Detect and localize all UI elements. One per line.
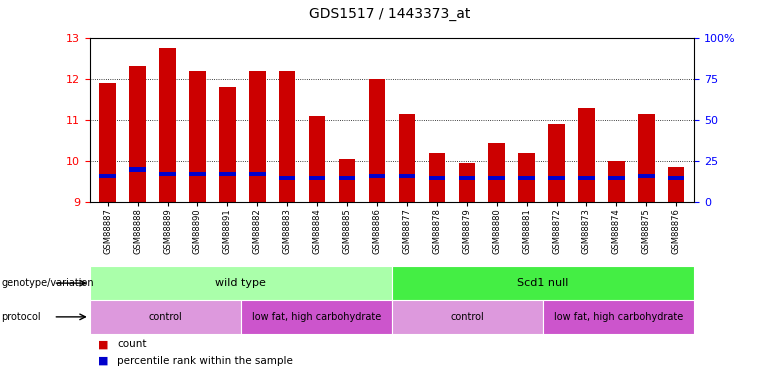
Bar bbox=[219, 172, 236, 176]
Text: percentile rank within the sample: percentile rank within the sample bbox=[117, 356, 292, 366]
Text: Scd1 null: Scd1 null bbox=[517, 278, 569, 288]
Bar bbox=[241, 300, 392, 334]
Bar bbox=[369, 79, 385, 203]
Bar bbox=[369, 174, 385, 178]
Bar bbox=[90, 300, 241, 334]
Bar bbox=[638, 174, 654, 178]
Bar bbox=[249, 172, 265, 176]
Bar bbox=[519, 176, 535, 180]
Bar bbox=[488, 176, 505, 180]
Bar bbox=[608, 161, 625, 202]
Text: low fat, high carbohydrate: low fat, high carbohydrate bbox=[252, 312, 381, 322]
Text: protocol: protocol bbox=[2, 312, 41, 322]
Bar bbox=[488, 143, 505, 202]
Bar bbox=[428, 153, 445, 203]
Bar bbox=[548, 176, 565, 180]
Bar bbox=[519, 153, 535, 203]
Bar bbox=[279, 176, 296, 180]
Bar bbox=[159, 48, 176, 202]
Bar bbox=[90, 266, 392, 300]
Bar bbox=[548, 124, 565, 202]
Bar bbox=[638, 114, 654, 202]
Text: control: control bbox=[451, 312, 484, 322]
Bar bbox=[190, 70, 206, 202]
Bar bbox=[399, 174, 415, 178]
Text: ■: ■ bbox=[98, 339, 108, 349]
Bar bbox=[578, 108, 594, 202]
Bar bbox=[129, 66, 146, 203]
Text: ■: ■ bbox=[98, 356, 108, 366]
Bar bbox=[159, 172, 176, 176]
Bar bbox=[339, 176, 356, 180]
Bar bbox=[339, 159, 356, 203]
Bar bbox=[459, 176, 475, 180]
Bar bbox=[428, 176, 445, 180]
Bar bbox=[129, 168, 146, 172]
Text: genotype/variation: genotype/variation bbox=[2, 278, 94, 288]
Text: count: count bbox=[117, 339, 147, 349]
Text: low fat, high carbohydrate: low fat, high carbohydrate bbox=[554, 312, 683, 322]
Bar bbox=[459, 164, 475, 202]
Bar bbox=[668, 167, 685, 202]
Text: wild type: wild type bbox=[215, 278, 266, 288]
Bar bbox=[99, 83, 116, 203]
Bar bbox=[399, 114, 415, 202]
Bar bbox=[279, 70, 296, 202]
Bar bbox=[608, 176, 625, 180]
Bar bbox=[309, 116, 325, 202]
Bar bbox=[543, 300, 694, 334]
Bar bbox=[668, 176, 685, 180]
Bar bbox=[392, 300, 543, 334]
Bar bbox=[99, 174, 116, 178]
Bar bbox=[578, 176, 594, 180]
Bar bbox=[309, 176, 325, 180]
Text: control: control bbox=[148, 312, 183, 322]
Text: GDS1517 / 1443373_at: GDS1517 / 1443373_at bbox=[310, 7, 470, 21]
Bar bbox=[249, 70, 265, 202]
Bar bbox=[219, 87, 236, 202]
Bar bbox=[190, 172, 206, 176]
Bar bbox=[392, 266, 694, 300]
